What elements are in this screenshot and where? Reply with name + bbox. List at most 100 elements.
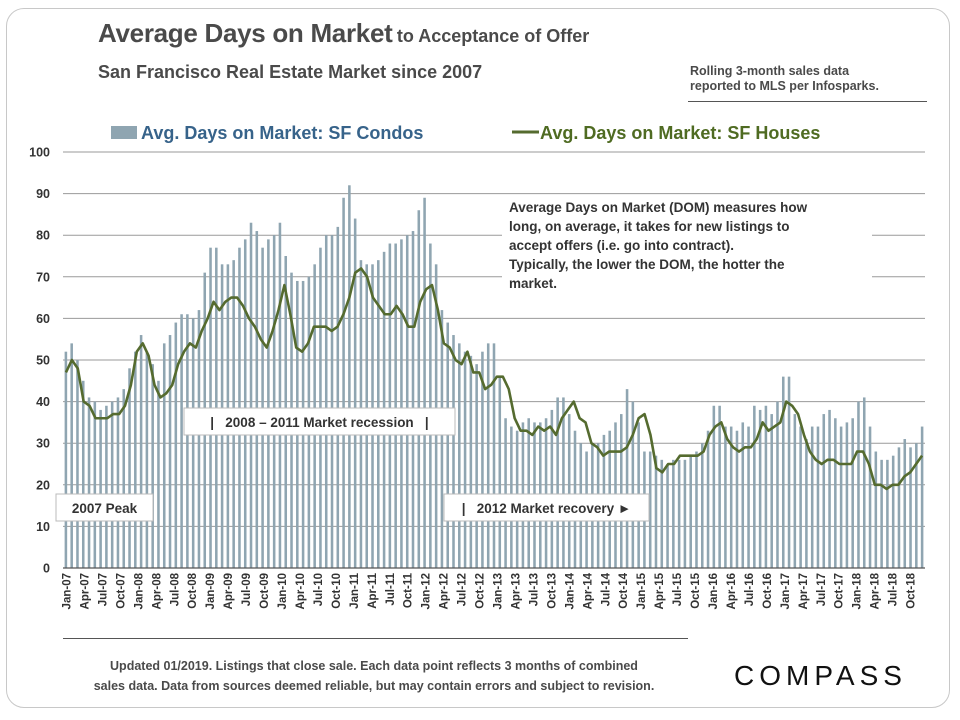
x-tick-label: Apr-16 xyxy=(726,573,738,609)
y-tick-label: 60 xyxy=(36,312,50,326)
source-note-line-2: reported to MLS per Infosparks. xyxy=(690,79,879,93)
condo-bar xyxy=(70,343,73,568)
x-tick-label: Apr-12 xyxy=(439,573,451,609)
x-tick-label: Jan-08 xyxy=(133,572,145,609)
x-tick-label: Apr-11 xyxy=(367,572,379,608)
condo-bar xyxy=(550,409,554,568)
y-tick-label: 20 xyxy=(36,478,50,492)
condo-bar xyxy=(851,418,854,568)
condo-bar xyxy=(886,459,889,568)
x-tick-label: Oct-15 xyxy=(690,572,702,608)
legend: Avg. Days on Market: SF Condos Avg. Days… xyxy=(111,123,820,143)
condo-bar xyxy=(834,418,837,568)
condo-bar xyxy=(822,414,826,568)
x-tick-label: Jan-12 xyxy=(421,573,433,609)
condo-bar xyxy=(180,314,183,568)
x-tick-label: Jul-13 xyxy=(528,573,540,606)
x-tick-label: Oct-13 xyxy=(546,573,558,609)
condo-bar xyxy=(625,389,629,568)
x-tick-label: Jul-07 xyxy=(97,573,109,606)
condo-bar xyxy=(753,405,756,568)
condo-bar xyxy=(388,243,392,568)
condo-bar xyxy=(903,439,907,568)
condo-bar xyxy=(781,376,785,568)
x-tick-label: Jan-17 xyxy=(780,573,792,609)
y-tick-labels: 0 10 20 30 40 50 60 70 80 90 100 xyxy=(29,146,50,576)
x-tick-label: Jan-13 xyxy=(493,573,505,609)
condo-bar xyxy=(423,197,426,568)
condo-bar xyxy=(857,401,860,568)
condo-bar xyxy=(868,426,872,568)
condo-bar xyxy=(915,443,918,568)
x-tick-label: Jul-11 xyxy=(385,572,397,605)
x-tick-label: Oct-18 xyxy=(906,572,918,608)
condo-bar xyxy=(452,335,455,568)
condo-bar xyxy=(758,409,762,568)
condo-bar xyxy=(706,430,710,568)
condo-bar xyxy=(267,239,270,569)
x-tick-label: Jul-15 xyxy=(672,572,684,606)
condo-bar xyxy=(724,426,727,568)
condo-bar xyxy=(394,243,397,568)
x-tick-label: Jul-16 xyxy=(744,573,756,606)
condo-bar xyxy=(87,397,91,568)
x-tick-label: Apr-14 xyxy=(582,572,594,609)
condo-bar xyxy=(417,210,421,569)
condo-bar xyxy=(920,426,924,568)
condo-bar xyxy=(191,318,195,568)
condo-bar xyxy=(672,459,675,568)
x-tick-label: Jul-17 xyxy=(816,573,828,606)
y-tick-label: 80 xyxy=(36,229,50,243)
x-tick-label: Jul-08 xyxy=(169,572,181,606)
condo-bar xyxy=(666,464,669,568)
condo-bar xyxy=(157,380,160,568)
condo-bar xyxy=(729,426,733,568)
footer-line-1: Updated 01/2019. Listings that close sal… xyxy=(110,659,638,673)
x-tick-label: Jan-18 xyxy=(852,572,864,609)
x-tick-label: Jul-09 xyxy=(241,573,253,606)
x-tick-label: Jan-09 xyxy=(205,573,217,609)
condo-bar xyxy=(498,376,502,568)
condo-bar xyxy=(400,239,403,569)
condo-bar xyxy=(249,222,253,568)
condo-bar xyxy=(81,380,85,568)
y-tick-label: 90 xyxy=(36,187,50,201)
x-tick-label: Jan-14 xyxy=(564,572,576,609)
condo-bar xyxy=(718,405,721,568)
x-tick-label: Jan-15 xyxy=(636,572,648,609)
condo-bar xyxy=(695,451,698,568)
condo-bar xyxy=(701,443,704,568)
y-tick-label: 70 xyxy=(36,270,50,284)
condo-bar xyxy=(816,426,820,568)
condo-bar xyxy=(168,335,172,568)
x-tick-label: Jul-10 xyxy=(313,573,325,606)
note-line: Typically, the lower the DOM, the hotter… xyxy=(509,257,785,272)
condo-bar xyxy=(481,351,484,568)
y-tick-label: 100 xyxy=(29,146,50,160)
legend-label-condos: Avg. Days on Market: SF Condos xyxy=(141,123,423,143)
note-line: accept offers (i.e. go into contract). xyxy=(509,238,734,253)
x-tick-label: Apr-15 xyxy=(654,572,666,609)
condo-bar xyxy=(174,322,178,568)
compass-logo: COMPASS xyxy=(734,660,907,691)
condo-bar xyxy=(99,409,102,568)
y-tick-label: 50 xyxy=(36,354,50,368)
recession-callout: | 2008 – 2011 Market recession | xyxy=(183,407,456,436)
condo-bar xyxy=(446,322,449,568)
x-tick-label: Oct-11 xyxy=(403,572,415,608)
condo-bar xyxy=(186,314,189,568)
condo-bar xyxy=(272,235,276,568)
legend-swatch-condos xyxy=(111,126,137,139)
recession-label: | 2008 – 2011 Market recession | xyxy=(210,415,428,430)
condo-bar xyxy=(845,422,849,568)
source-note-line-1: Rolling 3-month sales data xyxy=(690,64,850,78)
condo-bar xyxy=(776,401,779,568)
condo-bar xyxy=(544,418,548,568)
condo-bar xyxy=(793,414,797,568)
source-note: Rolling 3-month sales data reported to M… xyxy=(690,64,879,94)
x-tick-label: Oct-07 xyxy=(115,573,127,609)
condo-bar xyxy=(504,418,507,568)
x-tick-label: Apr-09 xyxy=(223,573,235,609)
condo-bar xyxy=(620,414,623,568)
